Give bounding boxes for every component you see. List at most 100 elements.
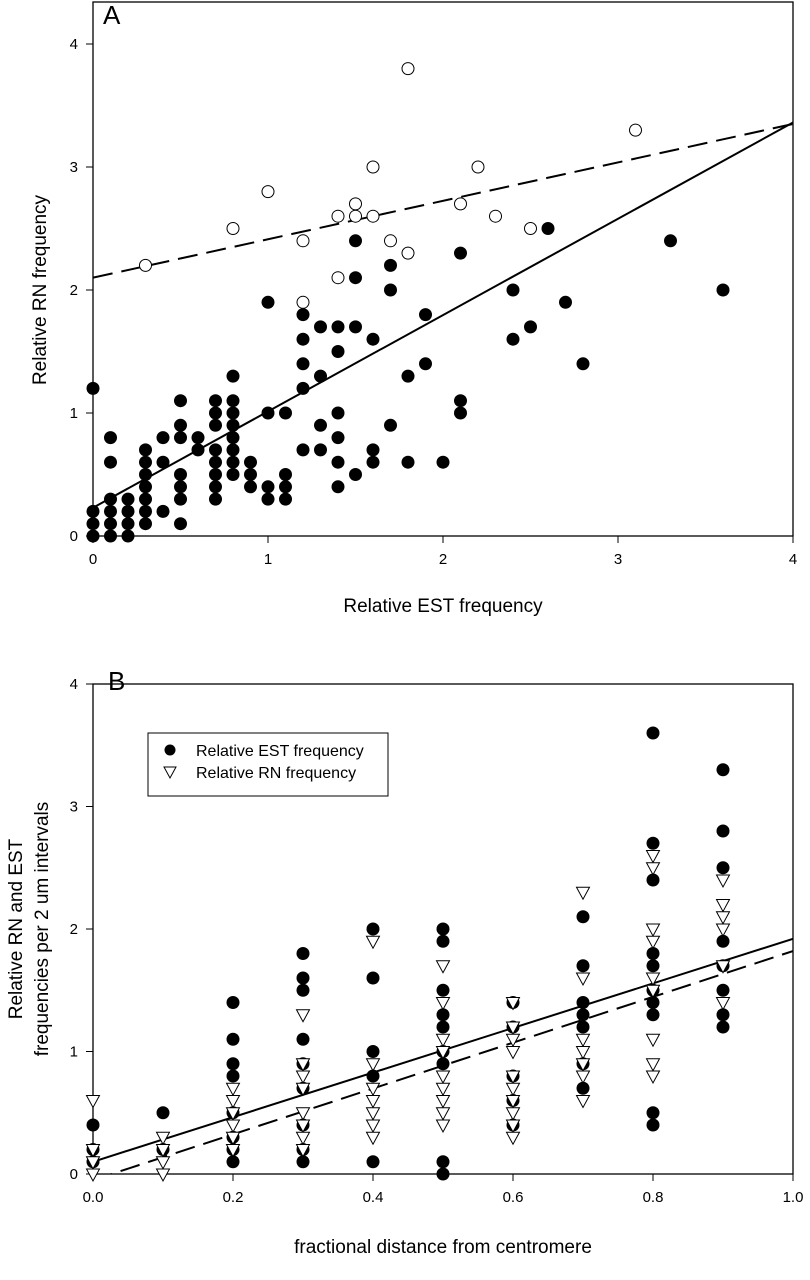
data-point (279, 406, 292, 420)
data-point (646, 959, 660, 973)
data-point (331, 320, 345, 334)
data-point (419, 308, 432, 322)
data-point (505, 997, 521, 1011)
data-point (226, 394, 240, 408)
data-point (244, 468, 257, 481)
data-point (576, 959, 590, 973)
data-point (349, 234, 362, 248)
data-point (646, 873, 660, 887)
fit-line-dashed (108, 950, 793, 1174)
data-point (86, 1118, 100, 1132)
x-tick-label: 2 (439, 551, 447, 568)
data-point (401, 455, 415, 469)
data-point (314, 443, 327, 457)
x-tick-label: 0.6 (503, 1189, 524, 1206)
data-point (454, 246, 467, 260)
x-tick-label: 4 (789, 551, 797, 568)
data-point (454, 406, 467, 420)
data-point (436, 1155, 450, 1169)
data-point (366, 1155, 380, 1169)
fit-line-dashed (93, 122, 793, 279)
data-point (314, 369, 327, 383)
data-point (209, 455, 222, 469)
y-tick-label: 3 (70, 159, 78, 176)
data-point (576, 357, 590, 371)
data-point (366, 971, 380, 985)
data-point (296, 1155, 310, 1169)
data-point (331, 455, 345, 469)
legend-marker-est (164, 744, 176, 756)
data-point (435, 1070, 451, 1085)
data-point (226, 431, 240, 445)
x-tick-label: 0 (89, 551, 97, 568)
data-point (436, 922, 450, 936)
data-point (436, 1008, 450, 1022)
data-point (104, 504, 117, 518)
data-point (155, 1168, 171, 1183)
panel-label-b: B (108, 666, 125, 696)
data-point (209, 406, 222, 420)
data-point (279, 492, 292, 506)
data-point (261, 185, 275, 199)
data-point (279, 480, 292, 494)
data-point (645, 1058, 661, 1072)
data-point (121, 529, 135, 543)
data-point (225, 1119, 241, 1134)
data-point (366, 1045, 380, 1058)
data-point (85, 1156, 101, 1170)
data-point (191, 443, 205, 457)
data-point (454, 197, 467, 211)
data-point (436, 983, 450, 997)
data-point (295, 1058, 311, 1072)
data-point (645, 935, 661, 950)
data-point (384, 418, 397, 432)
data-point (401, 62, 415, 76)
data-point (226, 1057, 240, 1071)
data-point (104, 492, 117, 506)
data-point (295, 1082, 311, 1097)
data-point (435, 1046, 451, 1060)
data-point (576, 1020, 590, 1034)
legend-label-est: Relative EST frequency (196, 743, 364, 760)
data-point (646, 947, 660, 960)
y-tick-label: 1 (70, 405, 78, 422)
data-point (576, 910, 590, 924)
x-tick-label: 0.0 (83, 1189, 104, 1206)
data-point (331, 406, 345, 420)
data-point (331, 345, 345, 358)
y-axis-label-a: Relative RN frequency (30, 194, 51, 385)
data-point (226, 406, 240, 420)
data-point (156, 431, 170, 445)
x-axis-label-b: fractional distance from centromere (294, 1237, 592, 1258)
data-point (295, 1009, 311, 1023)
data-point (86, 381, 100, 395)
data-point (121, 504, 135, 518)
data-point (174, 394, 187, 408)
data-point (295, 1070, 311, 1085)
data-point (715, 997, 731, 1011)
points-open (139, 62, 642, 309)
data-point (261, 492, 275, 506)
data-point (225, 1107, 241, 1121)
data-point (365, 1095, 381, 1109)
data-point (174, 517, 187, 531)
data-point (401, 246, 415, 260)
legend-marker-rn (163, 766, 177, 780)
y-tick-label: 0 (70, 1166, 78, 1183)
data-point (296, 357, 310, 371)
data-point (331, 271, 345, 285)
data-point (244, 480, 257, 494)
data-point (225, 1131, 241, 1146)
y-axis-label-b-line1: Relative RN and EST (6, 838, 27, 1019)
data-point (505, 1046, 521, 1060)
data-point (366, 922, 380, 936)
data-point (209, 480, 222, 494)
x-tick-label: 3 (614, 551, 622, 568)
data-point (225, 1095, 241, 1109)
data-point (226, 996, 240, 1009)
data-point (366, 160, 380, 174)
data-point (349, 320, 362, 334)
data-point (155, 1131, 171, 1146)
data-point (139, 492, 152, 506)
